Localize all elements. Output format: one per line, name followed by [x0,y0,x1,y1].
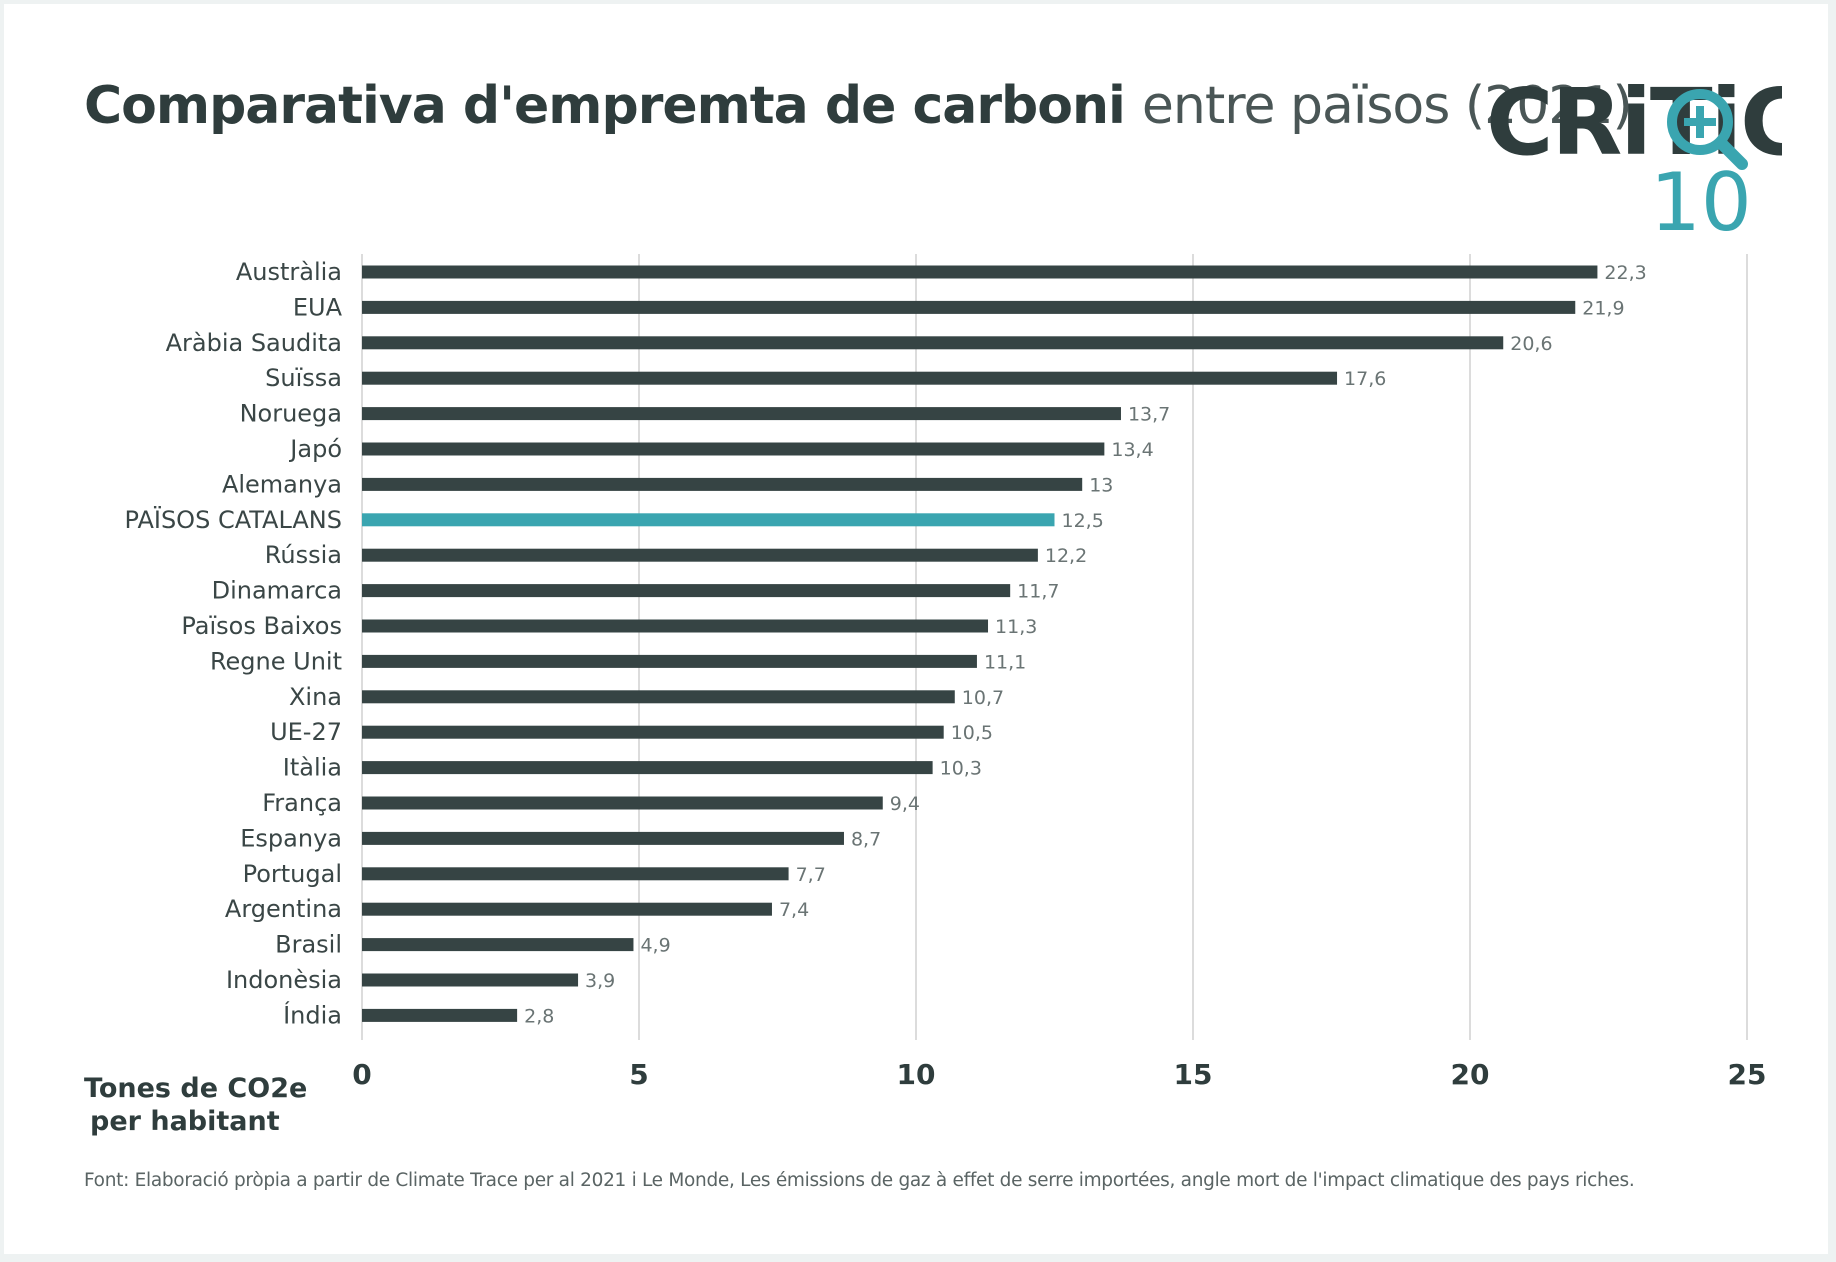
category-label: Itàlia [283,754,342,782]
value-label: 10,3 [940,758,982,780]
x-tick-label: 0 [352,1058,371,1091]
category-label: PAÏSOS CATALANS [125,505,342,534]
category-label: UE-27 [270,718,342,746]
value-label: 13,4 [1111,439,1153,461]
x-tick-label: 10 [897,1058,936,1091]
x-tick-label: 20 [1451,1058,1490,1091]
bar [362,548,1038,562]
bar [362,690,955,704]
bar [362,761,933,775]
value-label: 2,8 [524,1005,554,1027]
magnifier-plus-icon [1667,89,1748,170]
chart-title: Comparativa d'empremta de carboni entre … [84,76,1633,136]
title-bold: Comparativa d'empremta de carboni [84,76,1126,136]
category-label: Suïssa [265,364,342,392]
value-label: 13 [1089,474,1113,496]
value-label: 20,6 [1510,333,1552,355]
bar [362,619,989,633]
bar [362,725,944,739]
chart-card: Comparativa d'empremta de carboni entre … [4,4,1828,1254]
value-label: 7,7 [796,864,826,886]
category-label: Austràlia [236,258,342,286]
value-label: 13,7 [1128,404,1170,426]
category-label: Argentina [225,895,342,923]
value-label: 21,9 [1582,297,1624,319]
value-label: 17,6 [1344,368,1386,390]
category-label: Noruega [240,400,342,428]
value-label: 3,9 [585,970,615,992]
category-label: Brasil [275,931,342,959]
category-label: Dinamarca [212,577,342,605]
value-label: 22,3 [1604,262,1646,284]
bar [362,1008,518,1022]
bar [362,973,579,987]
category-label: Espanya [240,824,342,852]
category-label: Xina [289,683,342,711]
category-label: EUA [293,293,343,321]
critic-logo: CRiTiC 10 [1486,74,1782,234]
value-label: 10,7 [962,687,1004,709]
category-label: Indonèsia [226,966,342,994]
x-tick-label: 15 [1174,1058,1213,1091]
bar-highlight [362,513,1055,527]
value-label: 7,4 [779,899,809,921]
bar [362,371,1338,385]
category-label: Països Baixos [181,612,342,640]
x-axis-label-line2: per habitant [90,1106,280,1137]
category-label: Alemanya [222,470,342,498]
title-light: entre països (2021) [1141,76,1633,136]
value-label: 12,5 [1062,510,1104,532]
bar [362,407,1121,421]
x-tick-label: 5 [629,1058,648,1091]
category-label: Aràbia Saudita [166,329,342,357]
x-axis-label-line1: Tones de CO2e [84,1073,308,1104]
value-label: 10,5 [951,722,993,744]
bar [362,902,772,916]
logo-number: 10 [1650,156,1752,234]
value-label: 11,7 [1017,581,1059,603]
bar [362,654,977,668]
bar [362,831,844,845]
bar [362,796,883,810]
category-label: Rússia [265,541,342,569]
category-label: Índia [283,1000,342,1029]
category-label: França [262,789,342,817]
value-label: 12,2 [1045,545,1087,567]
value-label: 11,1 [984,651,1026,673]
value-label: 4,9 [640,935,670,957]
x-axis-label: Tones de CO2e per habitant [84,1072,307,1138]
category-label: Portugal [243,860,342,888]
bar [362,336,1504,350]
bar [362,867,789,881]
value-label: 11,3 [995,616,1037,638]
bar [362,300,1576,314]
bar [362,938,634,952]
category-label: Japó [288,435,342,463]
bar-chart: 0 5 10 15 20 25 Austràlia 22,3 EUA 21,9 Aràbia Sau… [125,254,1767,1091]
bar [362,265,1598,279]
x-tick-label: 25 [1728,1058,1767,1091]
source-note: Font: Elaboració pròpia a partir de Clim… [84,1170,1635,1191]
value-label: 8,7 [851,828,881,850]
bar [362,584,1011,598]
value-label: 9,4 [890,793,920,815]
category-label: Regne Unit [210,647,342,675]
bar [362,477,1083,491]
bar [362,442,1105,456]
